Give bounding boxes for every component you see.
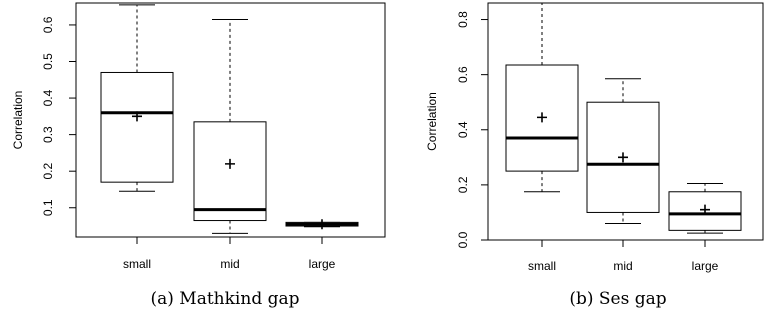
y-tick-label: 0.2 (456, 176, 470, 193)
y-tick-label: 0.4 (41, 89, 55, 106)
mean-marker (225, 158, 235, 169)
box-large (668, 183, 742, 234)
box-iqr (100, 71, 174, 183)
box-iqr (193, 121, 267, 222)
panel-mathkind-gap: 0.1 0.2 0.3 0.4 0.5 0.6 Correlation small mid lar… (11, 2, 386, 309)
x-tick-label-large: large (692, 259, 719, 273)
mean-marker (618, 152, 628, 163)
x-tick-label-mid: mid (220, 257, 239, 271)
y-tick-label: 0.4 (456, 121, 470, 138)
box-iqr (668, 191, 742, 231)
panel-ses-gap: 0.0 0.2 0.4 0.6 0.8 Correlation small mid large (… (425, 2, 764, 309)
mean-marker (537, 112, 547, 123)
figure-caption: (b) Ses gap (569, 289, 666, 309)
plot-frame (487, 2, 764, 241)
mean-marker (132, 111, 142, 122)
y-tick-label: 0.6 (456, 66, 470, 83)
box-small (505, 2, 579, 193)
x-tick-label-mid: mid (613, 259, 632, 273)
y-tick-label: 0.3 (41, 126, 55, 143)
y-tick-label: 0.0 (456, 231, 470, 248)
box-small (100, 4, 174, 192)
box-mid (586, 78, 660, 224)
x-tick-label-small: small (528, 259, 556, 273)
y-axis-title: Correlation (425, 92, 439, 151)
figure-caption: (a) Mathkind gap (151, 289, 300, 309)
x-tick-label-small: small (123, 257, 151, 271)
x-tick-label-large: large (309, 257, 336, 271)
box-large (285, 219, 359, 230)
y-tick-label: 0.1 (41, 199, 55, 216)
y-tick-label: 0.8 (456, 11, 470, 28)
mean-marker (700, 204, 710, 215)
y-axis-title: Correlation (11, 91, 25, 150)
y-tick-label: 0.2 (41, 163, 55, 180)
y-tick-label: 0.5 (41, 53, 55, 70)
box-mid (193, 18, 267, 234)
y-tick-label: 0.6 (41, 16, 55, 33)
mean-marker (317, 219, 327, 230)
